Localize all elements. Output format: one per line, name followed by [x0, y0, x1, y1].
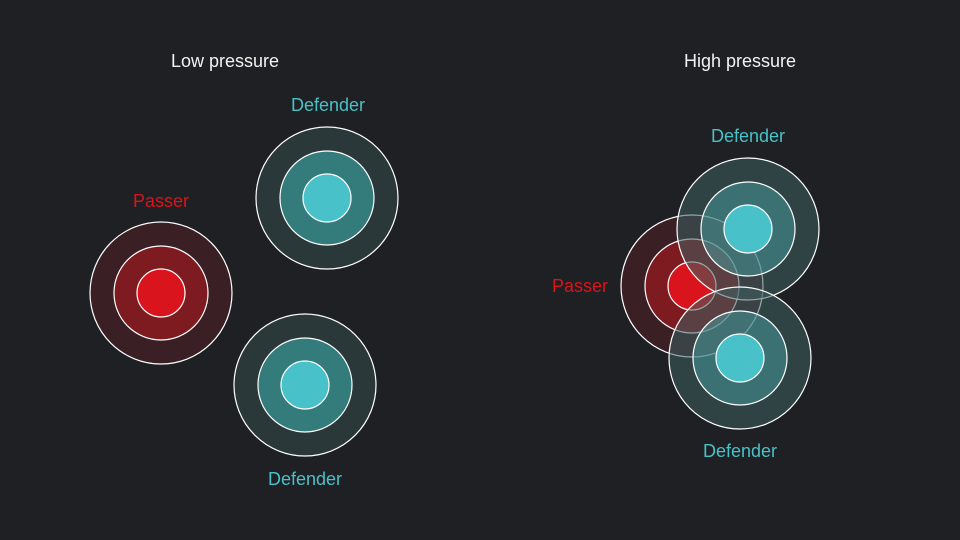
high-defender-top-core — [723, 204, 773, 254]
low-passer-core — [136, 268, 186, 318]
low-defender-top-core — [302, 173, 352, 223]
low-passer-label: Passer — [133, 191, 189, 211]
low-defender-bottom-core — [280, 360, 330, 410]
low-defender-bottom-player — [233, 313, 377, 457]
high-passer-label: Passer — [552, 276, 608, 296]
low-passer-player — [89, 221, 233, 365]
high-defender-bottom-core — [715, 333, 765, 383]
high-defender-top-label: Defender — [711, 126, 785, 146]
high-pressure-title: High pressure — [684, 51, 796, 71]
low-defender-top-player — [255, 126, 399, 270]
low-defender-bottom-label: Defender — [268, 469, 342, 489]
high-defender-top-player — [676, 157, 820, 301]
low-defender-top-label: Defender — [291, 95, 365, 115]
high-pressure-panel: High pressure Passer Defender Defender — [552, 51, 820, 461]
low-pressure-panel: Low pressure Defender Passer Defender — [89, 51, 399, 489]
low-pressure-title: Low pressure — [171, 51, 279, 71]
high-defender-bottom-player — [668, 286, 812, 430]
high-defender-bottom-label: Defender — [703, 441, 777, 461]
